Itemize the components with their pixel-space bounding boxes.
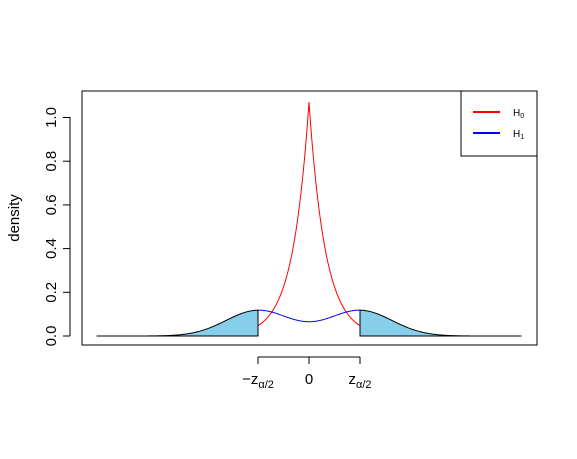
rejection-region-left: [96, 309, 259, 337]
y-tick-label: 0.0: [43, 326, 60, 347]
plot-frame: [81, 90, 538, 346]
shaded-regions: [96, 309, 522, 337]
y-tick-label: 0.4: [43, 238, 60, 259]
y-tick-label: 0.2: [43, 282, 60, 303]
legend-box: [460, 90, 538, 157]
legend-label-h1: H1: [513, 129, 524, 141]
x-tick-label: 0: [305, 371, 313, 388]
series-line-h0: [257, 102, 361, 327]
critical-lines: [257, 310, 361, 336]
y-axis-title: density: [6, 194, 23, 242]
density-curves: [257, 102, 361, 327]
series-line-h1: [258, 309, 360, 323]
rejection-region-right: [359, 309, 522, 337]
x-tick-label: zα/2: [348, 371, 371, 391]
y-tick-label: 0.6: [43, 194, 60, 215]
legend-items: H0 H1: [473, 108, 524, 141]
y-tick-label: 1.0: [43, 107, 60, 128]
legend: H0 H1: [460, 90, 538, 157]
x-axis: −zα/2 0 zα/2: [242, 356, 372, 391]
y-tick-label: 0.8: [43, 151, 60, 172]
legend-label-h0: H0: [513, 108, 524, 120]
y-axis: 0.0 0.2 0.4 0.6 0.8 1.0: [43, 107, 71, 347]
x-tick-label: −zα/2: [242, 371, 274, 391]
